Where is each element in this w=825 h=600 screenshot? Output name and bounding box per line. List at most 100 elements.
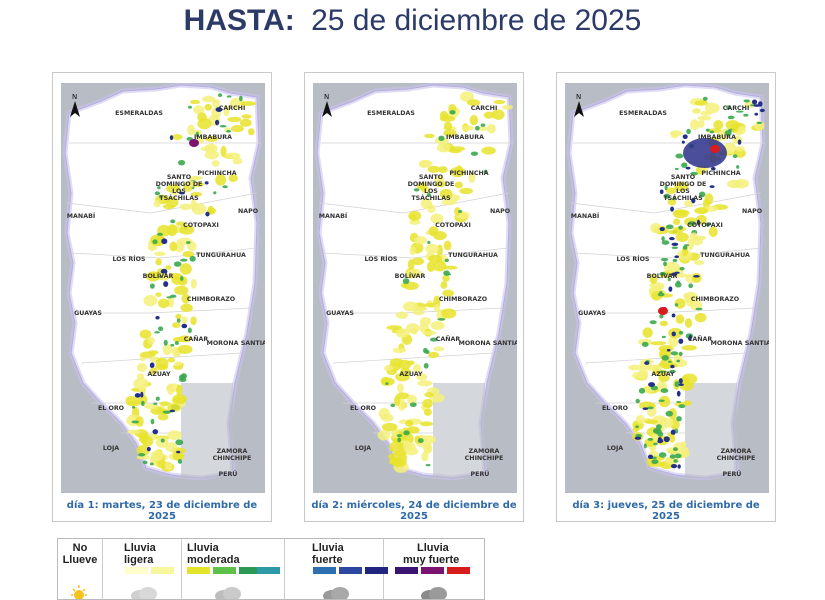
rain-moderate [138, 453, 146, 457]
rain-light [223, 104, 230, 117]
rain-moderate [178, 159, 186, 166]
rain-light [668, 335, 679, 348]
rain-moderate [239, 95, 243, 102]
rain-light [177, 344, 193, 354]
rain-moderate [671, 246, 679, 250]
legend-swatch [395, 567, 418, 574]
province-label: IMBABURA [698, 134, 736, 141]
rain-light [427, 204, 436, 214]
rain-moderate [149, 283, 155, 289]
rain-heavy [671, 331, 676, 337]
province-label: NAPO [490, 208, 511, 215]
rain-moderate [155, 396, 160, 401]
rain-light [172, 393, 187, 405]
rain-light [407, 259, 415, 270]
province-label: LOJA [103, 445, 119, 452]
legend-moderate-line2: moderada [187, 554, 240, 566]
province-label: LOS RÍOS [365, 254, 398, 263]
rain-light [694, 312, 707, 323]
rain-moderate [732, 154, 738, 158]
rain-light [443, 265, 458, 270]
rain-heavy [134, 393, 141, 398]
rain-light [704, 193, 714, 205]
rain-moderate [651, 459, 659, 465]
rain-moderate [678, 404, 686, 409]
rain-light [170, 190, 179, 195]
rain-light [174, 361, 183, 367]
rain-moderate [427, 240, 431, 245]
rain-heavy [634, 436, 642, 440]
rain-moderate [668, 360, 672, 363]
province-label: MORONA SANTIAGO [711, 340, 769, 347]
rain-moderate [674, 453, 682, 459]
rain-moderate [141, 400, 145, 407]
rain-light [422, 330, 437, 336]
rain-light [659, 320, 669, 327]
rain-light [228, 174, 239, 182]
rain-heavy [648, 382, 656, 388]
rain-light [171, 133, 183, 141]
rain-light [179, 203, 192, 211]
province-border [322, 247, 510, 259]
rain-moderate [170, 219, 176, 224]
rain-light [424, 133, 435, 139]
rain-moderate [664, 184, 668, 191]
rain-heavy [163, 281, 169, 287]
cloud-icon [215, 587, 241, 599]
rain-light [165, 184, 181, 193]
rain-light [426, 261, 436, 273]
rain-heavy [737, 139, 742, 145]
province-label: EL ORO [350, 405, 377, 412]
rain-heavy [204, 181, 209, 185]
rain-light [402, 301, 419, 312]
province-border [318, 192, 510, 214]
rain-light [179, 224, 195, 235]
rain-light [380, 413, 394, 422]
rain-moderate [667, 277, 671, 282]
legend-very-heavy: Lluvia muy fuerte [403, 542, 459, 566]
rain-light [443, 121, 453, 130]
province-label: CARCHI [471, 105, 498, 112]
rain-moderate [635, 425, 639, 429]
rain-moderate [698, 191, 706, 198]
rain-light [685, 295, 695, 307]
province-label: PERÚ [471, 469, 490, 478]
rain-light [381, 422, 398, 432]
rain-heavy [678, 383, 684, 387]
rain-light [190, 99, 201, 105]
province-label: CHINCHIPE [465, 455, 504, 462]
rain-light [689, 119, 700, 131]
province-label: BOLÍVAR [143, 271, 174, 280]
rain-light [205, 135, 218, 142]
rain-light [193, 105, 205, 115]
cloud-icon [131, 587, 157, 599]
rain-light [443, 129, 457, 137]
province-label: PERÚ [219, 469, 238, 478]
rain-light [211, 160, 220, 167]
rain-light [477, 126, 489, 131]
peru-area [685, 383, 737, 478]
province-label: SANTO [419, 174, 444, 181]
rain-light [434, 175, 445, 183]
legend-swatch [213, 567, 236, 574]
rain-moderate [131, 406, 136, 409]
legend-light-line1: Lluvia [124, 542, 156, 554]
rain-moderate [154, 331, 161, 334]
rain-moderate [142, 460, 148, 465]
rain-heavy [161, 238, 168, 245]
rain-light [684, 318, 693, 328]
rain-light [691, 272, 702, 283]
rain-moderate [175, 439, 184, 446]
rain-moderate [686, 128, 691, 135]
rain-moderate [659, 272, 667, 276]
page-title: HASTA: 25 de diciembre de 2025 [0, 4, 825, 38]
rain-moderate [678, 225, 683, 230]
rain-light [171, 346, 179, 358]
rain-moderate [179, 377, 187, 383]
province-label: AZUAY [147, 371, 171, 378]
rain-light [487, 123, 496, 134]
rain-moderate [655, 424, 662, 430]
province-label: ESMERALDAS [619, 110, 667, 117]
rain-light [389, 458, 404, 466]
